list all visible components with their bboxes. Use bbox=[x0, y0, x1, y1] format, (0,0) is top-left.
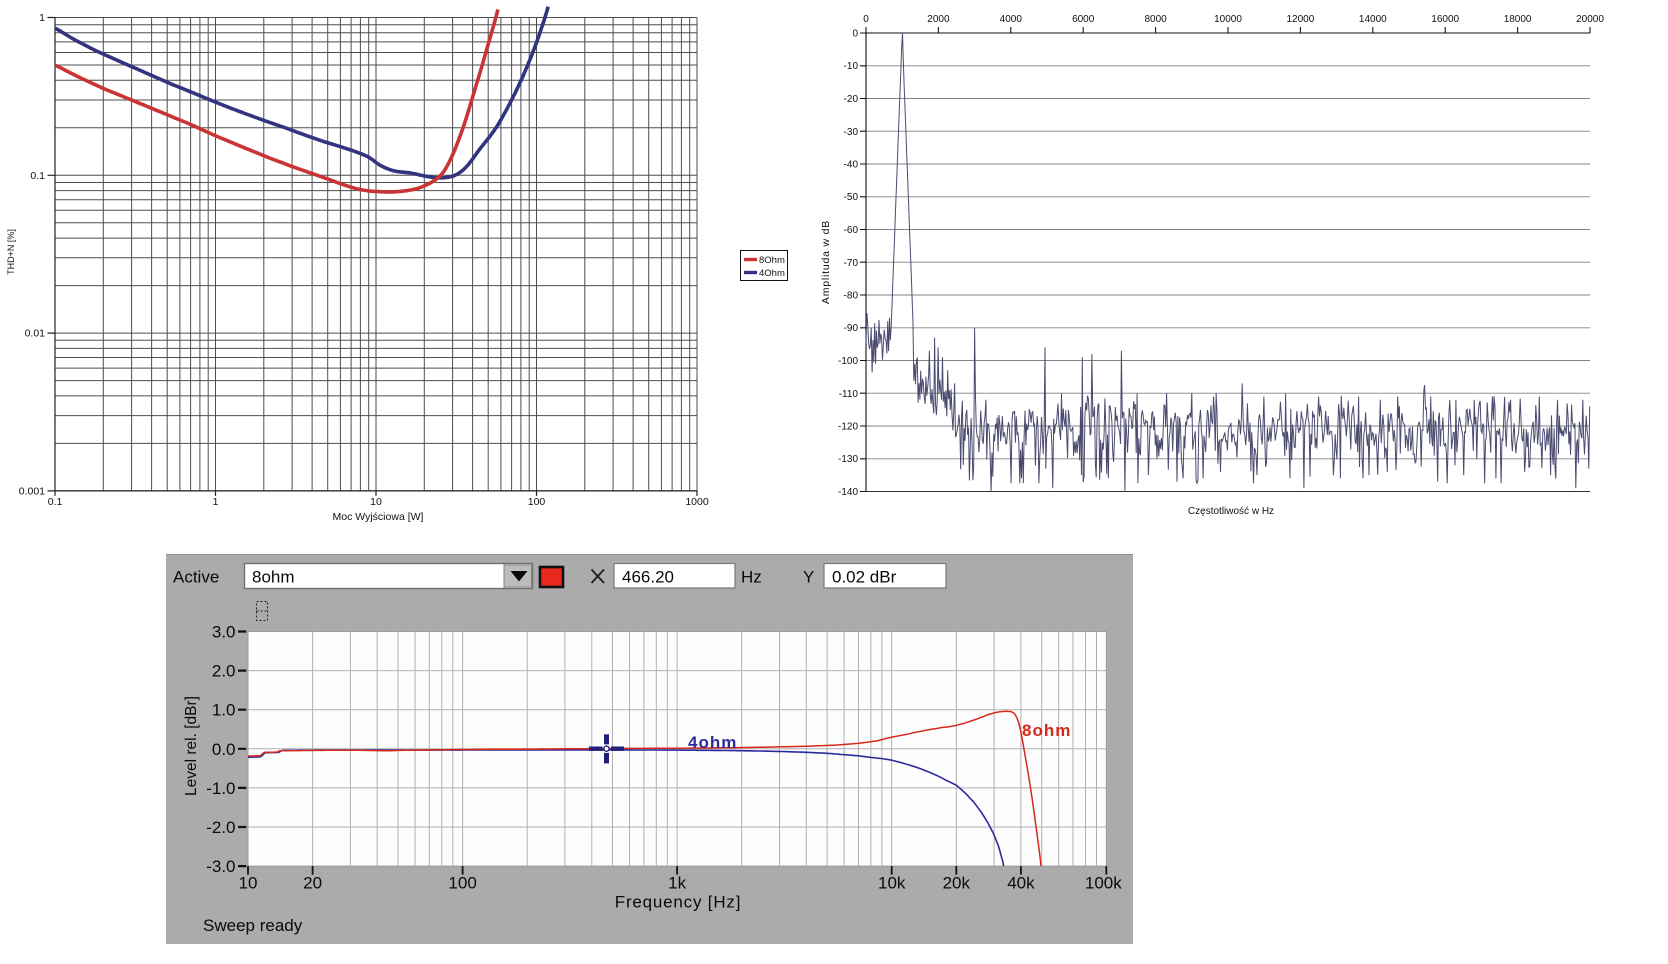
svg-text:20k: 20k bbox=[943, 874, 971, 893]
svg-text:-50: -50 bbox=[844, 192, 859, 203]
svg-text:18000: 18000 bbox=[1504, 14, 1532, 25]
svg-text:-20: -20 bbox=[844, 94, 859, 105]
svg-text:100: 100 bbox=[528, 496, 546, 508]
svg-text:0.1: 0.1 bbox=[48, 496, 63, 508]
svg-text:0.0: 0.0 bbox=[212, 740, 236, 759]
svg-text:20: 20 bbox=[303, 874, 322, 893]
svg-text:-90: -90 bbox=[844, 323, 859, 334]
svg-text:0.001: 0.001 bbox=[19, 485, 45, 497]
svg-text:Active: Active bbox=[173, 568, 219, 587]
svg-text:100: 100 bbox=[448, 874, 476, 893]
svg-text:8Ohm: 8Ohm bbox=[759, 255, 785, 266]
svg-text:-130: -130 bbox=[838, 454, 858, 465]
svg-text:-10: -10 bbox=[844, 61, 859, 72]
svg-text:0: 0 bbox=[863, 14, 869, 25]
svg-text:16000: 16000 bbox=[1431, 14, 1459, 25]
svg-text:Hz: Hz bbox=[741, 568, 762, 587]
svg-text:12000: 12000 bbox=[1286, 14, 1314, 25]
svg-text:-2.0: -2.0 bbox=[206, 818, 235, 837]
svg-text:20000: 20000 bbox=[1576, 14, 1604, 25]
svg-text:-100: -100 bbox=[838, 356, 858, 367]
svg-text:THD+N [%]: THD+N [%] bbox=[6, 229, 16, 275]
svg-text:1k: 1k bbox=[668, 874, 686, 893]
svg-text:Moc Wyjściowa [W]: Moc Wyjściowa [W] bbox=[333, 511, 424, 523]
svg-text:10k: 10k bbox=[878, 874, 906, 893]
svg-text:4ohm: 4ohm bbox=[688, 733, 737, 752]
svg-text:Amplituda w dB: Amplituda w dB bbox=[820, 220, 832, 304]
svg-text:100k: 100k bbox=[1085, 874, 1122, 893]
svg-text:Y: Y bbox=[803, 568, 814, 587]
svg-text:6000: 6000 bbox=[1072, 14, 1095, 25]
svg-text:0.02 dBr: 0.02 dBr bbox=[832, 568, 897, 587]
svg-text:0.1: 0.1 bbox=[30, 170, 45, 182]
svg-text:10: 10 bbox=[370, 496, 382, 508]
svg-text:1: 1 bbox=[213, 496, 219, 508]
svg-text:Częstotliwość w Hz: Częstotliwość w Hz bbox=[1188, 506, 1274, 517]
svg-text:8ohm: 8ohm bbox=[1022, 721, 1071, 740]
svg-text:0.01: 0.01 bbox=[25, 328, 46, 340]
svg-text:40k: 40k bbox=[1007, 874, 1035, 893]
svg-text:-140: -140 bbox=[838, 487, 858, 498]
svg-text:4Ohm: 4Ohm bbox=[759, 268, 785, 279]
svg-text:1000: 1000 bbox=[685, 496, 709, 508]
svg-text:3.0: 3.0 bbox=[212, 623, 236, 642]
svg-text:2.0: 2.0 bbox=[212, 662, 236, 681]
svg-text:Level rel. [dBr]: Level rel. [dBr] bbox=[183, 696, 200, 796]
svg-text:0: 0 bbox=[852, 29, 858, 40]
svg-text:1: 1 bbox=[39, 12, 45, 24]
svg-text:Sweep ready: Sweep ready bbox=[203, 916, 303, 935]
svg-text:-110: -110 bbox=[839, 389, 859, 400]
svg-text:-80: -80 bbox=[844, 291, 859, 302]
svg-text:-70: -70 bbox=[844, 258, 859, 269]
svg-text:2000: 2000 bbox=[927, 14, 950, 25]
svg-text:-1.0: -1.0 bbox=[206, 779, 235, 798]
svg-text:10000: 10000 bbox=[1214, 14, 1242, 25]
svg-text:-120: -120 bbox=[838, 422, 858, 433]
svg-text:14000: 14000 bbox=[1359, 14, 1387, 25]
svg-text:-40: -40 bbox=[844, 160, 859, 171]
svg-text:Frequency [Hz]: Frequency [Hz] bbox=[615, 893, 741, 912]
svg-text:8ohm: 8ohm bbox=[252, 568, 295, 587]
svg-text:8000: 8000 bbox=[1144, 14, 1167, 25]
svg-text:1.0: 1.0 bbox=[212, 701, 236, 720]
svg-text:-30: -30 bbox=[844, 127, 859, 138]
svg-text:-60: -60 bbox=[844, 225, 859, 236]
svg-text:-3.0: -3.0 bbox=[206, 857, 235, 876]
svg-text:10: 10 bbox=[239, 874, 258, 893]
svg-text:466.20: 466.20 bbox=[622, 568, 674, 587]
svg-text:4000: 4000 bbox=[1000, 14, 1023, 25]
